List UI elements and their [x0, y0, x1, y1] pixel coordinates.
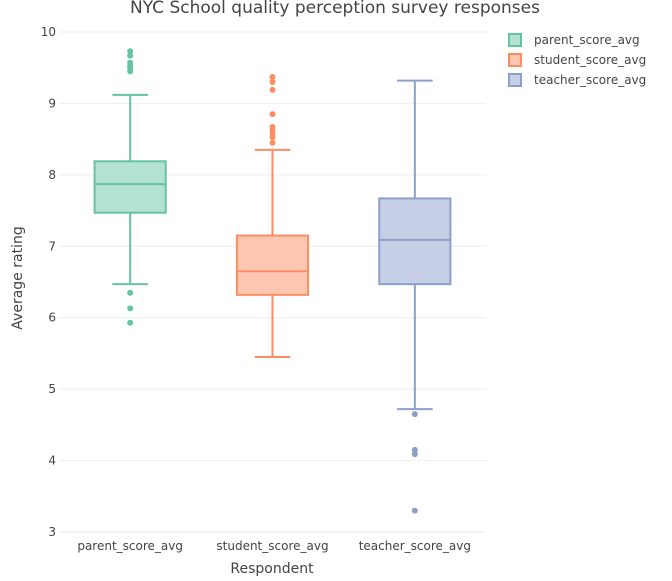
outlier-point — [269, 111, 276, 118]
y-tick-label: 8 — [48, 168, 56, 182]
legend-item-parent_score_avg[interactable]: parent_score_avg — [508, 33, 640, 47]
y-tick-label: 6 — [48, 311, 56, 325]
iqr-box — [378, 197, 452, 286]
boxes — [93, 48, 452, 514]
x-axis-ticks: parent_score_avg student_score_avg teacher… — [77, 539, 471, 553]
outlier-point — [127, 289, 134, 296]
legend-swatch — [508, 53, 522, 67]
chart-title: NYC School quality perception survey res… — [130, 0, 540, 18]
outlier-point — [269, 74, 276, 80]
x-tick-label: parent_score_avg — [77, 539, 183, 553]
outlier-point — [127, 305, 134, 312]
outlier-point — [269, 134, 276, 140]
y-axis-ticks: 3 4 5 6 7 8 9 10 — [41, 25, 56, 539]
legend-item-teacher_score_avg[interactable]: teacher_score_avg — [508, 73, 646, 87]
legend[interactable]: parent_score_avg student_score_avgteacher… — [508, 33, 646, 87]
outlier-point — [411, 507, 418, 514]
y-tick-label: 5 — [48, 382, 56, 396]
y-tick-label: 9 — [48, 96, 56, 110]
outlier-point — [269, 86, 276, 93]
box-student_score_avg — [235, 74, 310, 358]
outlier-point — [127, 68, 134, 75]
legend-swatch — [508, 73, 522, 87]
outlier-point — [411, 451, 418, 458]
y-axis-label: Average rating — [10, 226, 26, 329]
outlier-point — [411, 411, 418, 418]
outlier-point — [269, 79, 276, 85]
outlier-point — [127, 319, 134, 326]
y-tick-label: 10 — [41, 25, 56, 39]
y-tick-label: 7 — [48, 239, 56, 253]
outlier-point — [269, 139, 276, 146]
x-tick-label: student_score_avg — [216, 539, 328, 553]
box-teacher_score_avg — [378, 79, 452, 514]
outlier-point — [127, 48, 134, 55]
iqr-box — [235, 234, 310, 296]
y-tick-label: 3 — [48, 525, 56, 539]
x-tick-label: teacher_score_avg — [359, 539, 471, 553]
outlier-point — [127, 52, 134, 59]
legend-swatch — [508, 33, 522, 47]
x-axis-label: Respondent — [230, 561, 314, 576]
legend-label: parent_score_avg — [534, 33, 640, 47]
outlier-point — [411, 446, 418, 453]
iqr-box — [93, 160, 167, 214]
legend-label: teacher_score_avg — [534, 73, 646, 87]
legend-label: student_score_avg — [534, 53, 646, 67]
legend-item-student_score_avg[interactable]: student_score_avg — [508, 53, 646, 67]
box-parent_score_avg — [93, 48, 167, 326]
y-tick-label: 4 — [48, 454, 56, 468]
